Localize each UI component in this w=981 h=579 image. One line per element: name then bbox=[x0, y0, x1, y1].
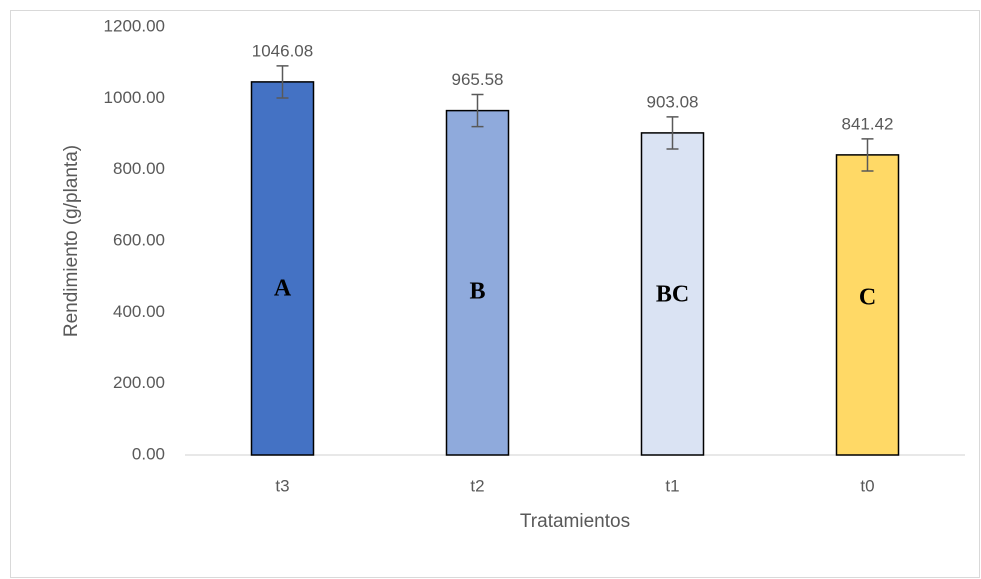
bar bbox=[445, 109, 510, 456]
significance-letter: BC bbox=[656, 282, 689, 308]
significance-letter: B bbox=[469, 279, 485, 305]
y-tick-label: 200.00 bbox=[113, 373, 165, 392]
value-label: 903.08 bbox=[647, 92, 699, 111]
value-label: 1046.08 bbox=[252, 41, 313, 60]
value-label: 841.42 bbox=[842, 114, 894, 133]
y-tick-label: 0.00 bbox=[132, 444, 165, 463]
x-tick-label: t2 bbox=[470, 476, 484, 495]
x-tick-label: t0 bbox=[860, 476, 874, 495]
x-tick-label: t1 bbox=[665, 476, 679, 495]
value-label: 965.58 bbox=[452, 70, 504, 89]
significance-letter: C bbox=[859, 285, 876, 311]
x-tick-label: t3 bbox=[275, 476, 289, 495]
x-axis-title: Tratamientos bbox=[520, 511, 630, 532]
error-bar bbox=[666, 116, 679, 150]
y-tick-label: 400.00 bbox=[113, 302, 165, 321]
error-bar bbox=[276, 65, 289, 99]
error-bar bbox=[861, 138, 874, 172]
error-bar bbox=[471, 93, 484, 128]
y-tick-label: 1000.00 bbox=[104, 88, 165, 107]
y-tick-label: 800.00 bbox=[113, 159, 165, 178]
y-tick-label: 1200.00 bbox=[104, 16, 165, 35]
significance-letter: A bbox=[274, 276, 292, 302]
bar bbox=[250, 81, 315, 456]
y-axis-title: Rendimiento (g/planta) bbox=[61, 145, 82, 337]
bar bbox=[835, 154, 900, 456]
y-tick-label: 600.00 bbox=[113, 230, 165, 249]
bar bbox=[640, 132, 705, 456]
